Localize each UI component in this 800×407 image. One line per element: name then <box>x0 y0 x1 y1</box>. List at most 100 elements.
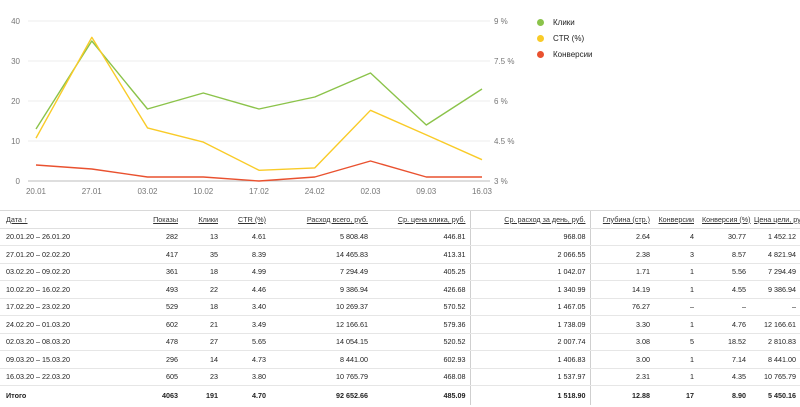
table-cell: 468.08 <box>372 368 471 386</box>
table-cell: 3.08 <box>590 333 654 351</box>
table-cell: 17 <box>686 390 694 400</box>
table-cell: 24.02.20 – 01.03.20 <box>0 315 120 334</box>
y-tick-label-right: 3 % <box>494 177 508 186</box>
y-tick-label-left: 30 <box>11 57 20 66</box>
table-cell: 8 441.00 <box>750 350 800 369</box>
table-total-row: Итого 4063 191 4.70 92 652.66 485.09 1 518.90 1… <box>0 385 800 405</box>
table-cell: 5.56 <box>698 263 750 281</box>
table-cell: – <box>698 298 750 316</box>
y-tick-label-left: 10 <box>11 137 20 146</box>
legend-label: CTR (%) <box>553 33 585 43</box>
table-cell: 1 042.07 <box>470 263 591 281</box>
table-cell: 1 <box>654 263 698 281</box>
table-cell: 4.61 <box>222 228 270 246</box>
header-total-spend[interactable]: Расход всего, руб. <box>270 211 372 229</box>
table-cell: 4 821.94 <box>750 245 800 264</box>
table-row: 17.02.20 – 23.02.20 529 18 3.40 10 269.37 570… <box>0 298 800 316</box>
table-cell: 1 <box>654 280 698 299</box>
table-cell: 10.02.20 – 16.02.20 <box>0 280 120 299</box>
x-tick-label: 27.01 <box>82 187 103 196</box>
table-cell: 21 <box>182 315 222 334</box>
table-cell: 426.68 <box>372 280 471 299</box>
table-cell: 8.57 <box>698 245 750 264</box>
table-cell: 3.40 <box>222 298 270 316</box>
table-cell: 18 <box>182 298 222 316</box>
table-cell: 2 066.55 <box>470 245 591 264</box>
chart-legend: Клики CTR (%) Конверсии <box>537 14 593 62</box>
table-cell: 296 <box>120 350 182 369</box>
table-cell: 968.08 <box>470 228 591 246</box>
table-cell: 579.36 <box>372 315 471 334</box>
table-cell: 405.25 <box>372 263 471 281</box>
table-cell: 1 <box>654 350 698 369</box>
table-cell: 1 406.83 <box>470 350 591 369</box>
table-cell: 413.31 <box>372 245 471 264</box>
header-depth[interactable]: Глубина (стр.) <box>590 211 654 229</box>
table-cell: 12 166.61 <box>750 315 800 334</box>
table-cell: Итого <box>6 390 27 400</box>
table-cell: 4.99 <box>222 263 270 281</box>
table-cell: 4.35 <box>698 368 750 386</box>
x-tick-label: 20.01 <box>26 187 47 196</box>
header-impressions[interactable]: Показы <box>120 211 182 229</box>
y-tick-label-right: 9 % <box>494 17 508 26</box>
table-cell: 30.77 <box>698 228 750 246</box>
table-cell: 5 808.48 <box>270 228 372 246</box>
table-cell: 3.30 <box>590 315 654 334</box>
y-tick-label-left: 20 <box>11 97 20 106</box>
table-cell: 4 <box>654 228 698 246</box>
table-cell: 7.14 <box>698 350 750 369</box>
x-tick-label: 16.03 <box>472 187 493 196</box>
table-cell: 282 <box>120 228 182 246</box>
table-cell: 2.38 <box>590 245 654 264</box>
table-cell: 20.01.20 – 26.01.20 <box>0 228 120 246</box>
header-conversions[interactable]: Конверсии <box>654 211 698 229</box>
header-avg-cpc[interactable]: Ср. цена клика, руб. <box>372 211 471 229</box>
stats-table: Дата ↑ Показы Клики CTR (%) Расход всего… <box>0 211 800 405</box>
header-avg-daily-spend[interactable]: Ср. расход за день, руб. <box>470 211 591 229</box>
table-cell: – <box>654 298 698 316</box>
table-cell: 4.46 <box>222 280 270 299</box>
table-cell: 1 467.05 <box>470 298 591 316</box>
legend-item-conversions[interactable]: Конверсии <box>537 46 593 62</box>
header-clicks[interactable]: Клики <box>182 211 222 229</box>
table-row: 27.01.20 – 02.02.20 417 35 8.39 14 465.83 413… <box>0 245 800 264</box>
table-cell: 3.49 <box>222 315 270 334</box>
table-cell: 8.90 <box>732 390 746 400</box>
x-tick-label: 02.03 <box>360 187 381 196</box>
x-tick-label: 10.02 <box>193 187 214 196</box>
table-row: 24.02.20 – 01.03.20 602 21 3.49 12 166.61 579… <box>0 315 800 334</box>
header-ctr[interactable]: CTR (%) <box>222 211 270 229</box>
series-line-2 <box>35 160 482 182</box>
table-cell: 5 450.16 <box>768 390 796 400</box>
table-cell: 22 <box>182 280 222 299</box>
header-conversion-rate[interactable]: Конверсия (%) <box>698 211 751 229</box>
table-cell: 18 <box>182 263 222 281</box>
table-cell: 478 <box>120 333 182 351</box>
header-cost-per-goal[interactable]: Цена цели, руб. <box>750 211 800 229</box>
table-cell: 485.09 <box>372 385 471 405</box>
table-cell: 12 166.61 <box>270 315 372 334</box>
table-cell: 4.55 <box>698 280 750 299</box>
table-cell: 9 386.94 <box>270 280 372 299</box>
table-cell: 14 465.83 <box>270 245 372 264</box>
table-cell: 1 <box>654 315 698 334</box>
header-date[interactable]: Дата ↑ <box>0 211 120 229</box>
legend-item-ctr[interactable]: CTR (%) <box>537 30 593 46</box>
y-tick-label-right: 4.5 % <box>494 137 514 146</box>
y-tick-label-right: 7.5 % <box>494 57 514 66</box>
table-cell: 4063 <box>162 390 178 400</box>
table-cell: 493 <box>120 280 182 299</box>
table-cell: 13 <box>182 228 222 246</box>
table-cell: 09.03.20 – 15.03.20 <box>0 350 120 369</box>
legend-label: Клики <box>553 17 575 27</box>
x-tick-label: 09.03 <box>416 187 437 196</box>
table-cell: 10 269.37 <box>270 298 372 316</box>
table-cell: 02.03.20 – 08.03.20 <box>0 333 120 351</box>
legend-item-clicks[interactable]: Клики <box>537 14 593 30</box>
table-cell: 10 765.79 <box>270 368 372 386</box>
table-cell: 602 <box>120 315 182 334</box>
series-line-0 <box>35 40 483 130</box>
table-cell: 2.64 <box>590 228 654 246</box>
table-cell: 570.52 <box>372 298 471 316</box>
